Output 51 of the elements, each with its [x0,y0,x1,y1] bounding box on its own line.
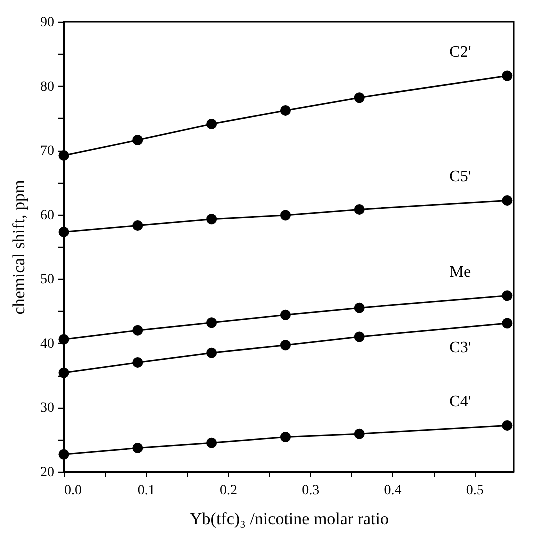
series-label: C2' [450,44,472,61]
y-tick-label: 60 [40,208,54,224]
y-tick-label: 70 [40,144,54,160]
x-tick-label: 0.4 [384,484,402,498]
point [354,204,365,215]
x-tick-label: 0.2 [220,484,238,498]
point [132,442,144,454]
point [280,432,291,443]
y-tick-label: 30 [40,401,54,416]
point [280,105,291,116]
point [502,195,513,206]
point [58,150,70,161]
point [206,118,218,130]
point [206,348,218,358]
point [58,334,70,345]
point [132,135,144,146]
point [502,420,513,431]
x-axis-title: Yb(tfc)₃ /nicotine molar ratio [190,510,389,528]
point [206,318,218,328]
y-tick-label: 80 [40,80,54,95]
x-tick-label: 0.3 [302,484,320,498]
point [280,310,291,320]
point [58,449,70,460]
point [502,290,513,302]
point [132,220,144,232]
point [280,340,291,351]
y-tick-label: 90 [40,16,54,30]
point [502,318,513,329]
point [354,332,365,342]
y-axis-title: chemical shift, ppm [10,180,28,315]
point [206,214,218,225]
point [502,70,513,82]
point [132,357,144,368]
series-label: C5' [450,168,472,186]
series-label: C4' [450,394,472,411]
point [58,368,70,378]
point [354,428,365,440]
series-label: C3' [450,340,472,356]
point [206,438,218,448]
x-tick-label: 0.0 [64,484,82,498]
point [132,325,144,336]
point [280,210,291,221]
point [58,226,70,238]
y-tick-label: 20 [40,466,54,480]
y-tick-label: 40 [40,336,54,352]
point [354,302,365,314]
y-tick-label: 50 [40,272,54,288]
series-label: Me [450,264,472,281]
x-tick-label: 0.1 [138,484,156,498]
x-tick-label: 0.5 [466,484,484,498]
point [354,92,365,104]
